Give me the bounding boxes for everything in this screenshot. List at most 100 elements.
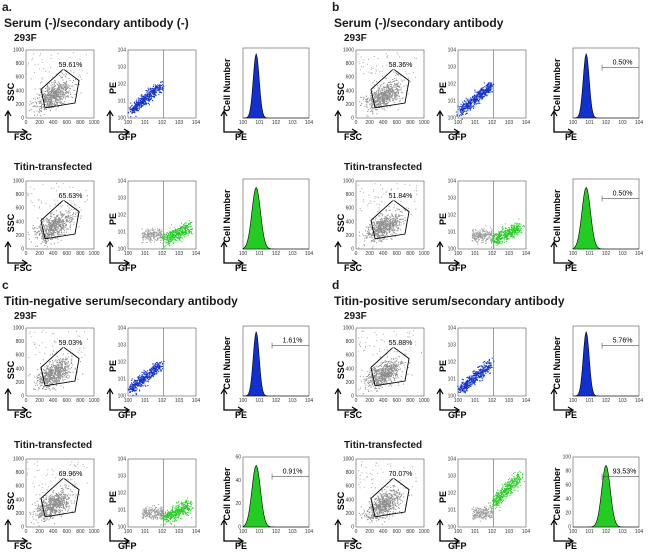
fsc-tick-label: 200 [365, 251, 374, 257]
fsc-tick-label: 1000 [88, 120, 99, 126]
axis-corner-arrow [109, 390, 128, 411]
gfp-tick-label: 104 [522, 251, 531, 257]
fsc-tick-label: 0 [355, 529, 358, 535]
panel-title: Serum (-)/secondary antibody [334, 16, 504, 30]
fsc-tick-label: 400 [379, 251, 388, 257]
pe-gfp-events [127, 81, 165, 118]
gfp-tick-label: 101 [141, 251, 150, 257]
fsc-tick-label: 800 [76, 529, 85, 535]
pe-hist-tick-label: 101 [585, 251, 594, 257]
pe-hist-tick-label: 103 [618, 120, 627, 126]
fsc-tick-label: 800 [406, 398, 415, 404]
row-titin-transfected: Titin-transfected00200200400400600600800… [334, 162, 644, 273]
gfp-tick-label: 102 [488, 251, 497, 257]
cell-number-tick-label: 60 [565, 483, 571, 489]
cell-number-tick-label: 20 [235, 501, 241, 507]
arrow-up-icon [4, 387, 12, 395]
axis-corner-arrow [7, 112, 26, 133]
row-label: Titin-transfected [344, 440, 422, 451]
pe-tick-label: 102 [118, 491, 127, 497]
arrow-right-icon [351, 537, 359, 545]
ssc-fsc-events [356, 461, 417, 525]
axis-corner-arrow [439, 243, 458, 264]
arrow-up-icon [334, 109, 342, 117]
ssc-tick-label: 400 [16, 88, 25, 94]
pe-histogram-curve [573, 464, 639, 528]
pe-hist-axis-label: PE [565, 410, 577, 420]
fsc-axis-label: FSC [14, 263, 33, 273]
pe-tick-label: 103 [448, 343, 457, 349]
fsc-tick-label: 200 [35, 529, 44, 535]
gfp-tick-label: 102 [158, 251, 167, 257]
gfp-axis-label: GFP [448, 132, 467, 142]
cell-number-axis-label: Cell Number [222, 336, 232, 390]
pe-hist-tick-label: 100 [239, 251, 248, 257]
axis-corner-arrow [7, 390, 26, 411]
pe-tick-label: 104 [448, 326, 457, 332]
cell-number-axis-label: Cell Number [222, 467, 232, 521]
pe-hist-tick-label: 100 [569, 120, 578, 126]
pe-hist-tick-label: 103 [288, 529, 297, 535]
gfp-tick-label: 103 [505, 251, 514, 257]
fsc-tick-label: 800 [76, 398, 85, 404]
gate-percentage: 51.84% [389, 193, 413, 200]
ssc-axis-label: SSC [336, 360, 346, 379]
gfp-tick-label: 104 [192, 398, 201, 404]
axis-corner-arrow [223, 112, 242, 133]
pe-tick-label: 100 [118, 247, 127, 253]
pe-hist-tick-label: 104 [635, 251, 644, 257]
fsc-tick-label: 400 [379, 398, 388, 404]
pe-hist-tick-label: 104 [305, 398, 314, 404]
pe-hist-tick-label: 101 [585, 120, 594, 126]
ssc-tick-label: 0 [21, 525, 24, 531]
axis-corner-arrow [439, 390, 458, 411]
gfp-tick-label: 103 [505, 398, 514, 404]
fsc-tick-label: 800 [76, 120, 85, 126]
pe-axis-label: PE [108, 360, 118, 372]
pe-axis-label: PE [438, 213, 448, 225]
pe-hist-tick-label: 102 [272, 529, 281, 535]
axis-corner-arrow [553, 521, 572, 542]
cell-number-tick-label: 0 [238, 525, 241, 531]
pe-hist-tick-label: 104 [305, 251, 314, 257]
fsc-tick-label: 600 [63, 398, 72, 404]
fsc-tick-label: 0 [355, 398, 358, 404]
ssc-fsc-events [26, 461, 88, 527]
gate-percentage: 59.03% [59, 340, 83, 347]
gfp-tick-label: 103 [505, 120, 514, 126]
ssc-tick-label: 200 [16, 102, 25, 108]
pe-hist-tick-label: 100 [569, 251, 578, 257]
ssc-fsc-events [357, 52, 417, 117]
cell-number-tick-label: 40 [565, 497, 571, 503]
fsc-tick-label: 200 [35, 251, 44, 257]
pe-axis-label: PE [438, 82, 448, 94]
row-label: 293F [14, 311, 37, 322]
pe-hist-tick-label: 102 [272, 120, 281, 126]
cell-gate-polygon [370, 199, 410, 240]
cell-number-tick-label: 100 [563, 455, 572, 461]
axis-corner-arrow [337, 390, 356, 411]
ssc-tick-label: 600 [346, 206, 355, 212]
axis-corner-arrow [223, 521, 242, 542]
axis-corner-arrow [553, 243, 572, 264]
arrow-right-icon [567, 128, 575, 136]
fsc-tick-label: 400 [49, 529, 58, 535]
ssc-tick-label: 400 [16, 366, 25, 372]
gfp-tick-label: 104 [192, 529, 201, 535]
row-293f: 293F002002004004006006008008001000100058… [334, 33, 643, 142]
arrow-up-icon [106, 240, 114, 248]
panel-letter: b [332, 0, 339, 14]
row-titin-transfected: Titin-transfected00200200400400600600800… [4, 440, 313, 551]
cell-number-tick-label: 20 [565, 511, 571, 517]
pe-positive-percentage: 93.53% [613, 469, 637, 476]
pe-hist-tick-label: 102 [602, 251, 611, 257]
pe-hist-tick-label: 101 [255, 529, 264, 535]
pe-tick-label: 103 [118, 65, 127, 71]
gate-percentage: 65.63% [59, 193, 83, 200]
pe-tick-label: 101 [118, 230, 127, 236]
ssc-tick-label: 800 [16, 470, 25, 476]
gfp-tick-label: 100 [454, 251, 463, 257]
pe-tick-label: 103 [448, 196, 457, 202]
arrow-right-icon [123, 259, 131, 267]
pe-axis-label: PE [108, 82, 118, 94]
